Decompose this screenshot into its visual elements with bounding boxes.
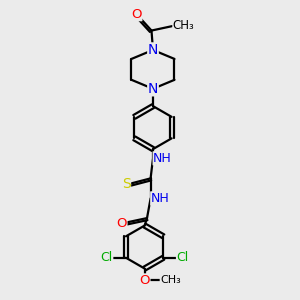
Text: NH: NH bbox=[153, 152, 172, 165]
Text: O: O bbox=[140, 274, 150, 287]
Text: Cl: Cl bbox=[100, 251, 113, 264]
Text: NH: NH bbox=[151, 192, 170, 205]
Text: S: S bbox=[122, 177, 130, 191]
Text: O: O bbox=[131, 8, 142, 21]
Text: N: N bbox=[148, 82, 158, 96]
Text: O: O bbox=[116, 217, 127, 230]
Text: N: N bbox=[148, 43, 158, 57]
Text: CH₃: CH₃ bbox=[160, 275, 181, 286]
Text: CH₃: CH₃ bbox=[173, 19, 195, 32]
Text: Cl: Cl bbox=[176, 251, 189, 264]
